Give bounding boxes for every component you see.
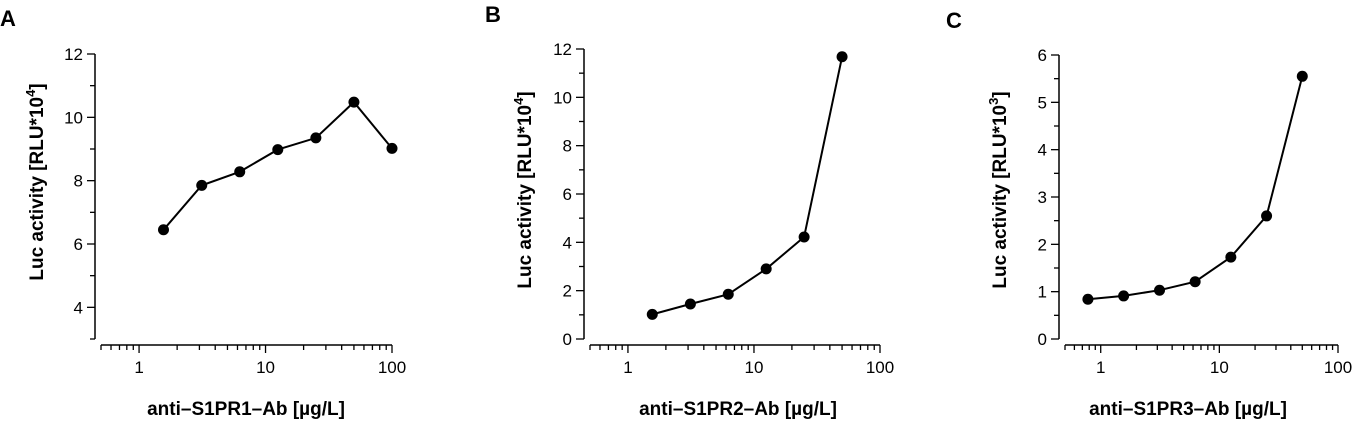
panel-a-data-point xyxy=(157,224,169,236)
panel-c-y-tick-label: 5 xyxy=(1038,93,1047,112)
panel-b-axes xyxy=(583,49,880,346)
panel-a-series-line xyxy=(162,100,393,231)
panel-a-data-point xyxy=(310,132,322,144)
panel-c-y-tick-label: 3 xyxy=(1038,188,1047,207)
panel-b-letter: B xyxy=(485,2,501,27)
panel-b-y-axis-title: Luc activity [RLU*104] xyxy=(511,91,536,288)
panel-a-x-tick-label: 10 xyxy=(256,358,275,377)
panel-b-series xyxy=(646,51,848,320)
panel-a-data-point xyxy=(348,96,360,108)
panel-b-x-tick-label: 100 xyxy=(866,358,894,377)
panel-a-series xyxy=(157,96,398,236)
panel-b-y-tick-label: 0 xyxy=(563,330,572,349)
panel-a-y-axis-title: Luc activity [RLU*104] xyxy=(23,83,48,280)
panel-c-data-point xyxy=(1118,290,1130,302)
panel-c-data-point xyxy=(1154,284,1166,296)
panel-b-ticks: 0 2 4 6 8 10 12 1 10 100 xyxy=(553,40,894,377)
panel-c-y-axis-title: Luc activity [RLU*103] xyxy=(986,91,1011,288)
panel-b-data-point xyxy=(798,231,810,243)
panel-a-ticks: 4 6 8 10 12 1 10 100 xyxy=(64,45,406,377)
panel-c-x-tick-label: 1 xyxy=(1096,358,1105,377)
panel-b-x-tick-label: 10 xyxy=(745,358,764,377)
panel-a-data-point xyxy=(234,166,246,178)
panel-b-x-tick-label: 1 xyxy=(623,358,632,377)
panel-b-data-point xyxy=(836,51,848,63)
panel-a-x-tick-label: 100 xyxy=(378,358,406,377)
panel-a-y-tick-label: 6 xyxy=(74,235,83,254)
panel-c-x-tick-label: 10 xyxy=(1210,358,1229,377)
panel-c-y-tick-label: 1 xyxy=(1038,283,1047,302)
panel-c-data-point xyxy=(1225,251,1237,263)
panel-b: B Luc activity [RLU*104] anti–S1PR2–Ab [… xyxy=(485,2,894,420)
panel-b-series-line xyxy=(652,56,844,316)
panel-a-data-point xyxy=(196,179,208,191)
panel-b-y-tick-label: 4 xyxy=(563,233,572,252)
panel-b-data-point xyxy=(684,298,696,310)
panel-c-x-axis-title: anti–S1PR3–Ab [µg/L] xyxy=(1089,399,1287,420)
panel-a-y-tick-label: 12 xyxy=(64,45,83,64)
panel-c-data-point xyxy=(1261,210,1273,222)
panel-c-y-tick-label: 4 xyxy=(1038,141,1047,160)
panel-a-y-tick-label: 10 xyxy=(64,108,83,127)
panel-c-letter: C xyxy=(946,8,962,33)
panel-a-axes xyxy=(94,54,392,346)
panel-b-y-tick-label: 10 xyxy=(553,88,572,107)
panel-a-letter: A xyxy=(0,6,16,31)
panel-b-x-axis-title: anti–S1PR2–Ab [µg/L] xyxy=(639,399,837,420)
panel-c-data-point xyxy=(1082,293,1094,305)
panel-a: A Luc activity [RLU*104] anti–S1PR1–Ab [… xyxy=(0,6,406,420)
panel-c: C Luc activity [RLU*103] anti–S1PR3–Ab [… xyxy=(946,8,1352,420)
panel-a-data-point xyxy=(272,144,284,156)
panel-b-y-tick-label: 2 xyxy=(563,282,572,301)
panel-a-y-tick-label: 8 xyxy=(74,172,83,191)
panel-c-ticks: 0 1 2 3 4 5 6 1 10 100 xyxy=(1038,46,1353,377)
panel-b-y-tick-label: 6 xyxy=(563,185,572,204)
panel-b-y-tick-label: 12 xyxy=(553,40,572,59)
panel-a-x-tick-label: 1 xyxy=(134,358,143,377)
panel-b-data-point xyxy=(760,263,772,275)
panel-b-y-tick-label: 8 xyxy=(563,137,572,156)
panel-b-data-point xyxy=(722,288,734,300)
panel-c-data-point xyxy=(1296,70,1308,82)
panel-a-data-point xyxy=(386,142,398,154)
panel-b-data-point xyxy=(646,308,658,320)
panel-c-y-tick-label: 0 xyxy=(1038,330,1047,349)
panel-c-y-tick-label: 6 xyxy=(1038,46,1047,65)
panel-c-data-point xyxy=(1189,276,1201,288)
panel-a-y-tick-label: 4 xyxy=(74,298,83,317)
panel-c-x-tick-label: 100 xyxy=(1324,358,1352,377)
panel-c-series-line xyxy=(1087,76,1304,301)
panel-c-series xyxy=(1082,70,1308,305)
panel-c-y-tick-label: 2 xyxy=(1038,235,1047,254)
panel-a-x-axis-title: anti–S1PR1–Ab [µg/L] xyxy=(147,399,345,420)
